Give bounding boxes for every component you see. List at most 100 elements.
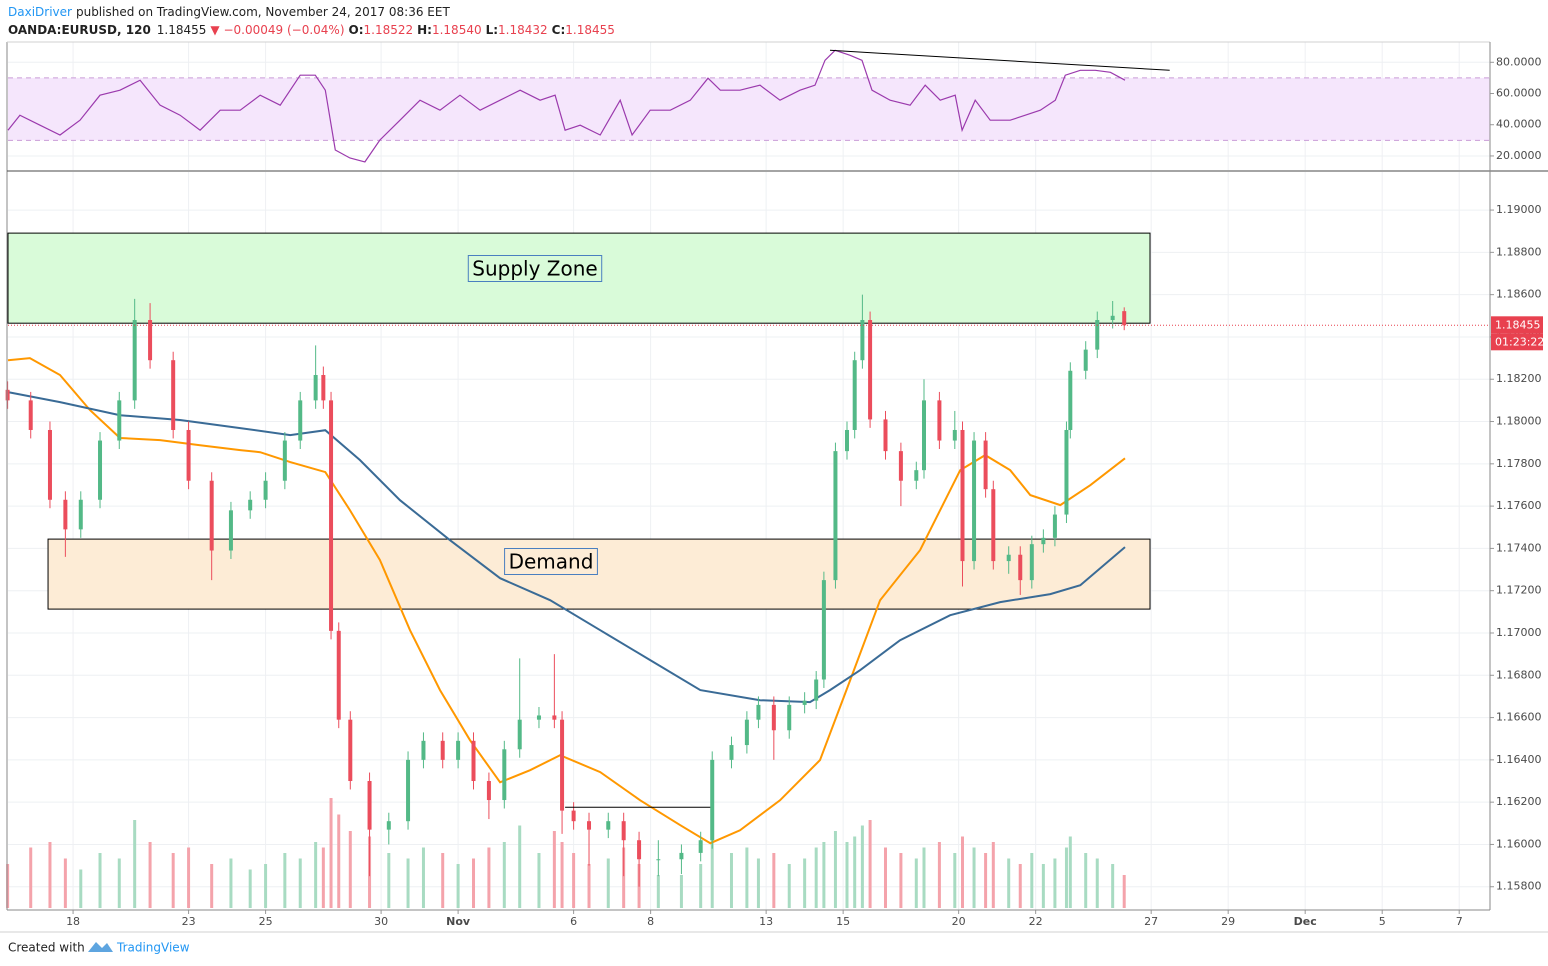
y-tick-label: 1.18800 xyxy=(1496,245,1542,258)
candle-body xyxy=(282,440,287,481)
volume-bar xyxy=(421,847,425,908)
volume-bar xyxy=(1041,864,1045,908)
candle-body xyxy=(552,715,557,720)
y-tick-label: 1.16800 xyxy=(1496,668,1542,681)
volume-bar xyxy=(729,853,733,908)
volume-bar xyxy=(29,847,33,908)
candle-body xyxy=(802,700,807,705)
volume-bar xyxy=(210,864,214,908)
volume-bar xyxy=(1095,858,1099,908)
volume-bar xyxy=(229,858,233,908)
zone-label: Demand xyxy=(509,550,594,574)
candle-body xyxy=(814,679,819,701)
volume-bar xyxy=(984,853,988,908)
candle-body xyxy=(486,781,491,801)
y-tick-label: 1.17200 xyxy=(1496,584,1542,597)
volume-bar xyxy=(803,858,807,908)
candle-body xyxy=(5,389,10,401)
volume-bar xyxy=(1064,847,1068,908)
candle-body xyxy=(571,810,576,822)
countdown: 01:23:22 xyxy=(1495,335,1544,348)
x-tick-label: 7 xyxy=(1456,915,1463,928)
candle-body xyxy=(517,719,522,750)
tradingview-logo xyxy=(88,942,113,952)
quote-label: H: xyxy=(417,23,432,37)
author[interactable]: DaxiDriver xyxy=(8,5,72,19)
candle-body xyxy=(1068,370,1073,430)
candle-body xyxy=(1122,311,1127,326)
volume-bar xyxy=(298,858,302,908)
published: published on TradingView.com, November 2… xyxy=(76,5,450,19)
volume-bar xyxy=(853,836,857,908)
candle-body xyxy=(329,400,334,631)
volume-bar xyxy=(502,842,506,908)
quote-label: O: xyxy=(349,23,364,37)
candle-body xyxy=(132,320,137,401)
candle-body xyxy=(756,704,761,720)
volume-bar xyxy=(922,847,926,908)
x-tick-label: 30 xyxy=(374,915,388,928)
y-tick-label: 1.17400 xyxy=(1496,541,1542,554)
candle-body xyxy=(606,821,611,830)
candle-body xyxy=(679,852,684,860)
candle-body xyxy=(171,360,176,430)
y-tick-label: 1.17600 xyxy=(1496,499,1542,512)
x-tick-label: 29 xyxy=(1221,915,1235,928)
volume-bar xyxy=(756,858,760,908)
volume-bar xyxy=(699,864,703,908)
volume-bar xyxy=(1053,858,1057,908)
candle-body xyxy=(883,419,888,452)
y-tick-label: 40.0000 xyxy=(1496,118,1542,131)
candle-body xyxy=(637,840,642,860)
quote-value: 1.18522 xyxy=(364,23,414,37)
volume-bar xyxy=(833,831,837,908)
zone-label-box xyxy=(467,255,603,282)
candle-body xyxy=(587,821,592,830)
y-tick-label: 1.17000 xyxy=(1496,626,1542,639)
volume-bar xyxy=(537,853,541,908)
volume-bar xyxy=(406,858,410,908)
y-tick-label: 1.18600 xyxy=(1496,288,1542,301)
candle-body xyxy=(98,440,103,500)
volume-bar xyxy=(710,836,714,908)
candle-body xyxy=(209,480,214,551)
volume-bar xyxy=(248,869,252,908)
brand[interactable]: TradingView xyxy=(116,941,190,955)
volume-bar xyxy=(283,853,287,908)
volume-bar xyxy=(883,847,887,908)
volume-bar xyxy=(348,831,352,908)
volume-bar xyxy=(814,847,818,908)
volume-bar xyxy=(48,842,52,908)
y-tick-label: 1.16200 xyxy=(1496,795,1542,808)
volume-bar xyxy=(860,825,864,908)
volume-bar xyxy=(1007,858,1011,908)
y-tick-label: 1.17800 xyxy=(1496,457,1542,470)
candle-body xyxy=(898,451,903,481)
y-tick-label: 1.18000 xyxy=(1496,415,1542,428)
candle-body xyxy=(348,719,353,782)
volume-bar xyxy=(387,853,391,908)
candle-body xyxy=(960,429,965,562)
quote-line: OANDA:EURUSD, 120 1.18455 ▼ −0.00049 (−0.0… xyxy=(8,23,615,37)
candle-body xyxy=(937,400,942,441)
volume-bar xyxy=(321,847,325,908)
x-tick-label: 15 xyxy=(836,915,850,928)
y-tick-label: 1.16600 xyxy=(1496,711,1542,724)
volume-bar xyxy=(441,853,445,908)
x-tick-label: 27 xyxy=(1144,915,1158,928)
volume-bar xyxy=(63,858,67,908)
candle-body xyxy=(298,400,303,441)
volume-bar xyxy=(937,842,941,908)
x-tick-label: 5 xyxy=(1379,915,1386,928)
candle-body xyxy=(821,580,826,680)
volume-bar xyxy=(1122,875,1126,908)
volume-bar xyxy=(961,836,965,908)
volume-bar xyxy=(472,858,476,908)
candle-body xyxy=(1095,320,1100,350)
y-tick-label: 20.0000 xyxy=(1496,149,1542,162)
last-price-tag xyxy=(1491,316,1543,334)
volume-bar xyxy=(133,820,137,908)
candle-body xyxy=(367,781,372,830)
volume-bar xyxy=(1030,853,1034,908)
